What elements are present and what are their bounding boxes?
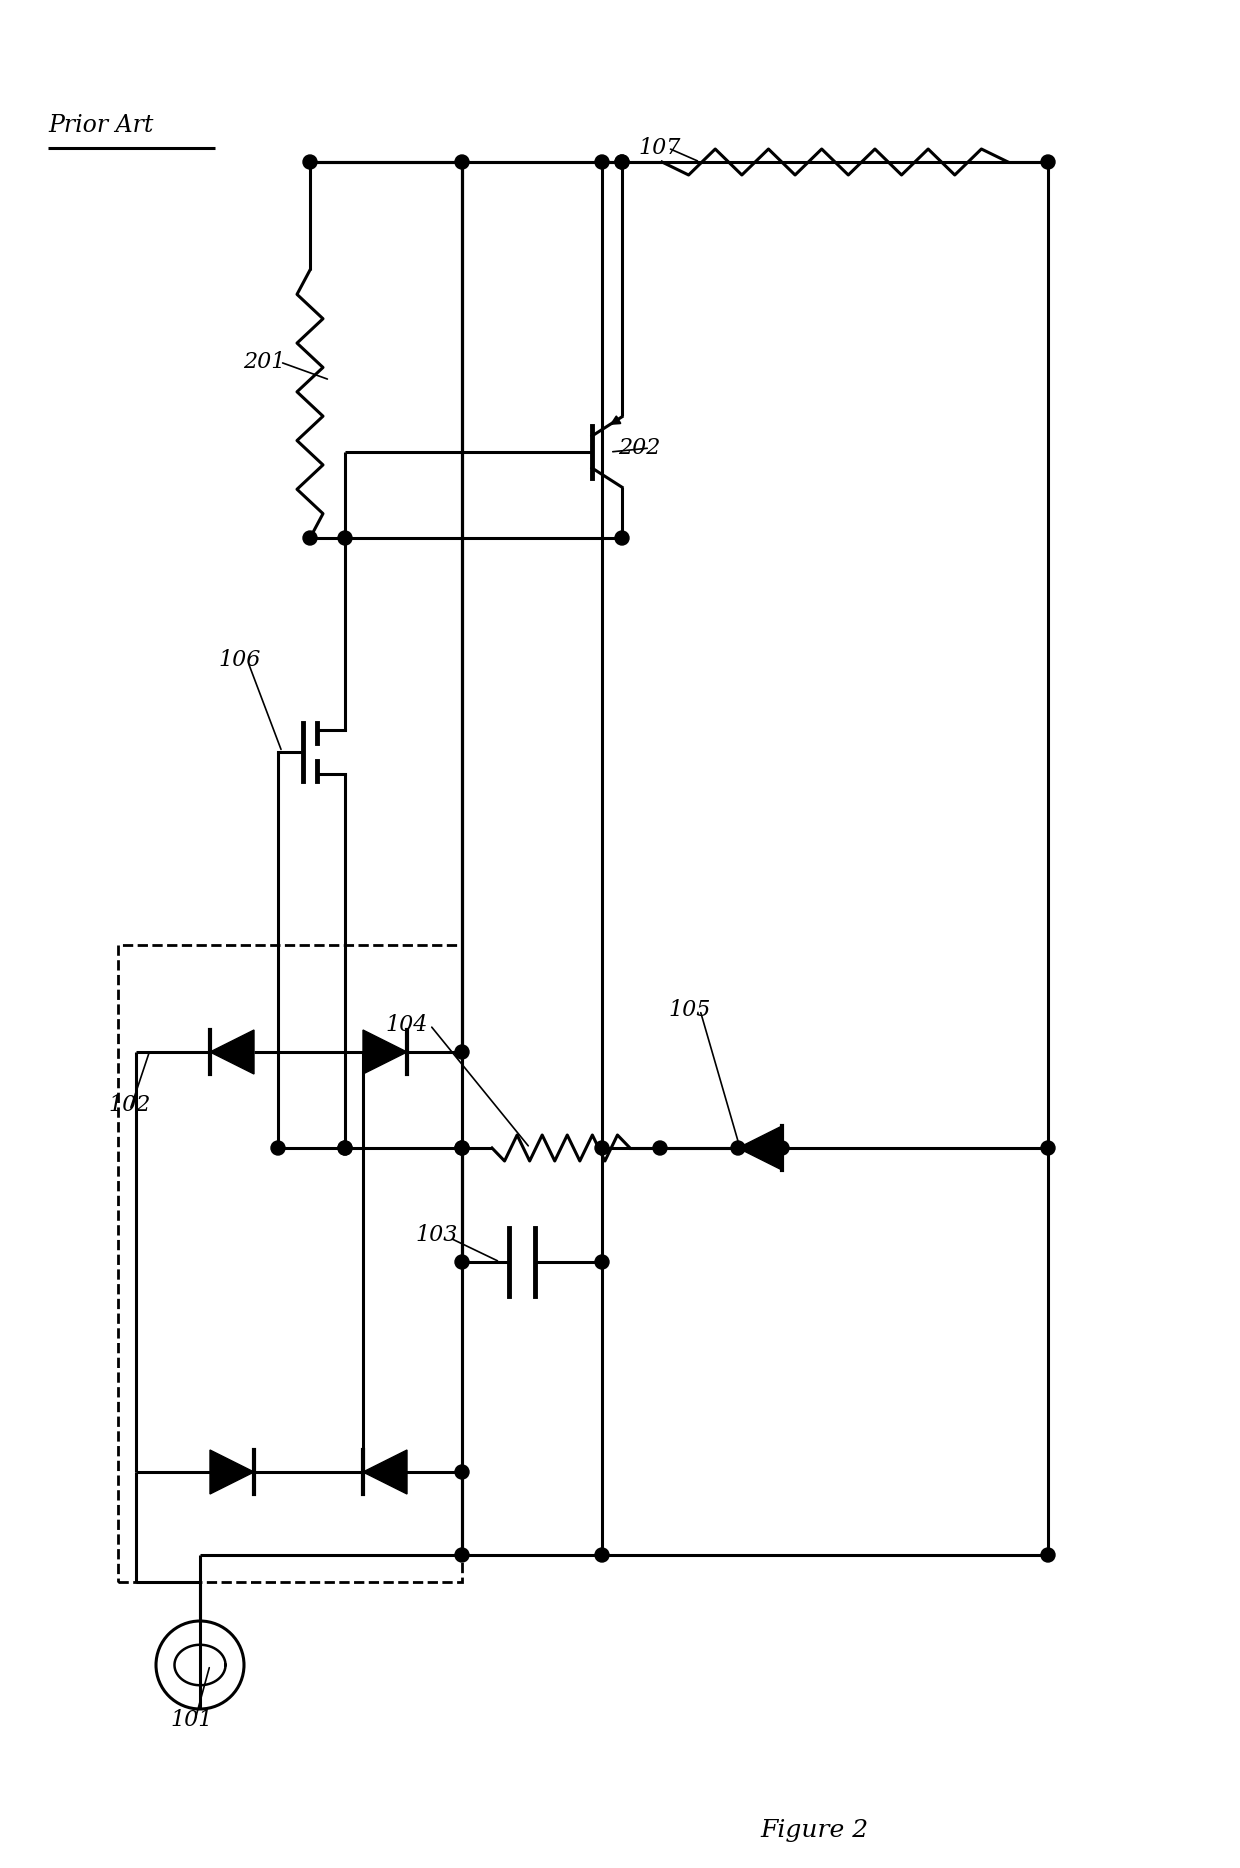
Circle shape [455, 155, 469, 168]
Text: 105: 105 [668, 999, 711, 1022]
Circle shape [455, 1044, 469, 1059]
Polygon shape [210, 1029, 254, 1074]
Circle shape [615, 531, 629, 545]
Circle shape [615, 155, 629, 168]
Circle shape [455, 1549, 469, 1562]
Circle shape [455, 1141, 469, 1154]
Circle shape [732, 1141, 745, 1154]
Text: Prior Art: Prior Art [48, 114, 154, 136]
Polygon shape [363, 1029, 407, 1074]
Bar [118, 945, 463, 1582]
Polygon shape [210, 1450, 254, 1494]
Text: 102: 102 [108, 1095, 150, 1115]
Text: 103: 103 [415, 1224, 458, 1246]
Circle shape [455, 1255, 469, 1268]
Text: 201: 201 [243, 351, 285, 374]
Polygon shape [738, 1126, 782, 1169]
Circle shape [339, 531, 352, 545]
Circle shape [224, 1044, 239, 1059]
Text: 101: 101 [170, 1709, 212, 1732]
Circle shape [303, 155, 317, 168]
Text: 107: 107 [639, 136, 681, 159]
Circle shape [455, 1465, 469, 1479]
Text: 202: 202 [618, 437, 661, 460]
Circle shape [595, 155, 609, 168]
Circle shape [224, 1044, 239, 1059]
Circle shape [339, 1141, 352, 1154]
Circle shape [303, 531, 317, 545]
Circle shape [615, 155, 629, 168]
Circle shape [775, 1141, 789, 1154]
Circle shape [595, 1141, 609, 1154]
Text: Figure 2: Figure 2 [760, 1819, 868, 1842]
Circle shape [595, 1255, 609, 1268]
Circle shape [378, 1465, 392, 1479]
Circle shape [339, 1141, 352, 1154]
Circle shape [1042, 155, 1055, 168]
Text: 106: 106 [218, 648, 260, 671]
Circle shape [1042, 1141, 1055, 1154]
Text: 104: 104 [384, 1014, 428, 1037]
Circle shape [595, 1549, 609, 1562]
Polygon shape [363, 1450, 407, 1494]
Circle shape [455, 1141, 469, 1154]
Circle shape [653, 1141, 667, 1154]
Circle shape [1042, 1549, 1055, 1562]
Circle shape [272, 1141, 285, 1154]
